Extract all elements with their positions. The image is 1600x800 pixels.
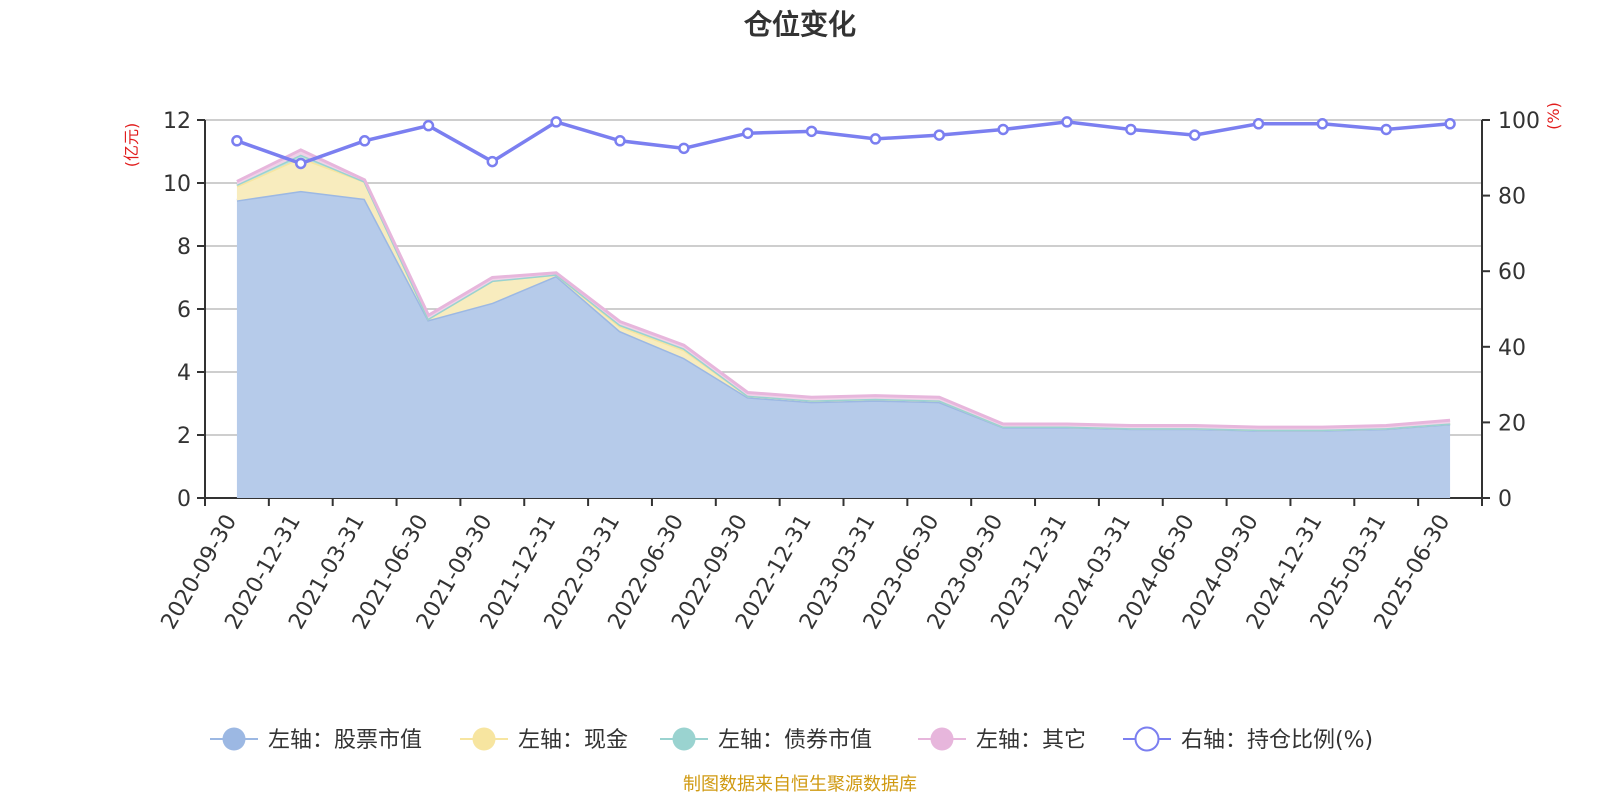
holding-ratio-point (486, 155, 499, 168)
right-axis-tick-label: 20 (1498, 411, 1526, 436)
holding-ratio-point (805, 125, 818, 138)
legend-marker (930, 727, 954, 751)
holding-ratio-point (869, 133, 882, 145)
legend-marker (1134, 726, 1160, 752)
holding-ratio-point (1188, 129, 1201, 141)
left-axis-tick-label: 0 (177, 487, 191, 512)
holding-ratio-point (295, 157, 307, 170)
legend-label: 左轴：债券市值 (718, 728, 872, 753)
left-axis-tick-label: 12 (163, 109, 191, 134)
legend-label: 左轴：现金 (518, 728, 628, 753)
holding-ratio-point (997, 123, 1009, 136)
right-axis-tick-label: 60 (1498, 260, 1526, 285)
chart-title: 仓位变化 (744, 8, 856, 41)
holding-ratio-point (231, 135, 243, 147)
holding-ratio-point (422, 119, 435, 132)
legend-marker (222, 727, 246, 751)
left-axis-tick-label: 4 (177, 361, 191, 386)
right-axis-unit: (%) (1544, 102, 1563, 130)
left-axis-unit: (亿元) (122, 123, 141, 168)
legend-label: 左轴：股票市值 (268, 728, 422, 753)
legend-label: 左轴：其它 (976, 728, 1086, 753)
area-layer (236, 148, 1451, 498)
holding-ratio-point (741, 127, 754, 139)
left-axis-tick-label: 8 (177, 235, 191, 260)
holding-ratio-point (550, 116, 562, 128)
source-note: 制图数据来自恒生聚源数据库 (683, 774, 917, 795)
holding-ratio-point (1061, 116, 1073, 128)
right-axis-tick-label: 40 (1498, 336, 1526, 361)
line-layer (231, 116, 1456, 170)
holding-ratio-point (1380, 123, 1392, 136)
legend-marker (472, 727, 496, 751)
holding-ratio-point (614, 135, 626, 147)
right-axis-tick-label: 100 (1498, 109, 1540, 134)
legend-marker (672, 727, 696, 751)
holding-ratio-line (236, 119, 1451, 166)
holding-ratio-point (1125, 123, 1137, 136)
holding-ratio-point (358, 135, 371, 147)
stacked-area-2 (236, 157, 1451, 431)
right-axis-tick-label: 0 (1498, 487, 1512, 512)
left-axis-tick-label: 10 (163, 172, 191, 197)
right-axis-tick-label: 80 (1498, 185, 1526, 210)
left-axis-tick-label: 6 (177, 298, 191, 323)
holding-ratio-point (1444, 118, 1456, 130)
legend-label: 右轴：持仓比例(%) (1181, 728, 1373, 753)
stacked-area-1 (236, 190, 1451, 498)
left-axis-tick-label: 2 (177, 424, 191, 449)
holding-ratio-point (933, 129, 946, 141)
holding-ratio-point (1252, 118, 1265, 130)
stacked-line-4 (236, 148, 1451, 429)
legend-layer: 左轴：股票市值 左轴：现金 左轴：债券市值 左轴：其它 右轴：持仓比例(%) (210, 726, 1373, 753)
holding-ratio-point (678, 142, 690, 155)
holding-ratio-point (1316, 118, 1329, 130)
